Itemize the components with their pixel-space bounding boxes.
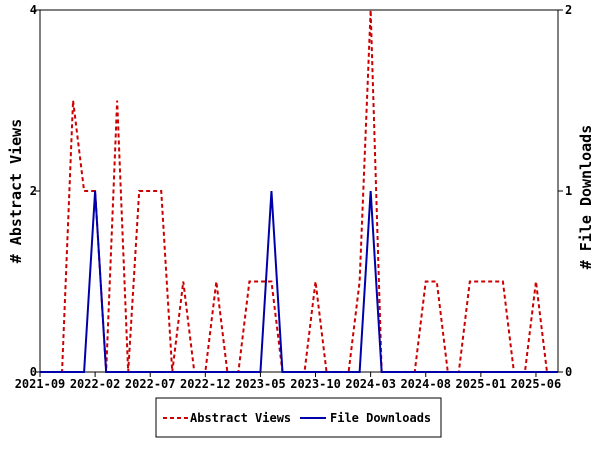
series-layer bbox=[40, 9, 558, 373]
y-axis-left-title: # Abstract Views bbox=[7, 119, 25, 264]
y-right-tick-label: 0 bbox=[565, 365, 572, 379]
y-axis-right-title: # File Downloads bbox=[577, 125, 595, 270]
x-tick-label: 2021-09 bbox=[15, 377, 66, 391]
legend-label-abstract-views: Abstract Views bbox=[190, 411, 291, 425]
x-tick-label: 2024-08 bbox=[400, 377, 451, 391]
legend-box bbox=[155, 397, 442, 438]
series-line-file-downloads bbox=[40, 190, 558, 373]
x-axis: 2021-09 2022-02 2022-07 2022-12 2023-05 2023-… bbox=[15, 372, 562, 391]
x-tick-label: 2022-12 bbox=[180, 377, 231, 391]
y-right-tick-label: 2 bbox=[565, 3, 572, 17]
x-tick-label: 2025-06 bbox=[511, 377, 562, 391]
y-left-tick-label: 0 bbox=[30, 365, 37, 379]
y-left-tick-label: 2 bbox=[30, 184, 37, 198]
x-tick-label: 2025-01 bbox=[456, 377, 507, 391]
x-tick-label: 2024-03 bbox=[345, 377, 396, 391]
y-axis-right: 0 1 2 bbox=[558, 3, 572, 379]
x-tick-label: 2023-10 bbox=[290, 377, 341, 391]
x-tick-label: 2023-05 bbox=[235, 377, 286, 391]
legend-label-file-downloads: File Downloads bbox=[330, 411, 431, 425]
legend: Abstract Views File Downloads bbox=[155, 397, 442, 438]
y-axis-left: 0 2 4 bbox=[30, 3, 40, 379]
x-tick-label: 2022-07 bbox=[125, 377, 176, 391]
plot-area bbox=[39, 9, 559, 373]
y-right-tick-label: 1 bbox=[565, 184, 572, 198]
y-left-tick-label: 4 bbox=[30, 3, 37, 17]
x-tick-label: 2022-02 bbox=[70, 377, 121, 391]
